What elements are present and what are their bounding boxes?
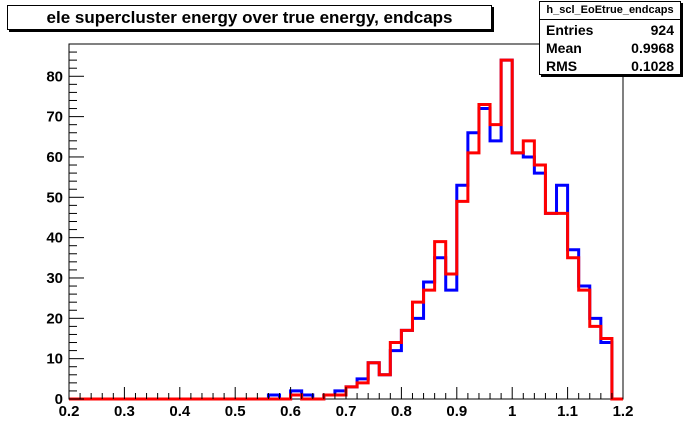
- y-tick-label: 60: [46, 149, 63, 166]
- histogram-series-2: [69, 58, 623, 401]
- stats-histogram-name: h_scl_EoEtrue_endcaps: [540, 2, 680, 20]
- stats-value: 924: [650, 22, 674, 38]
- x-tick-label: 1.2: [613, 403, 634, 420]
- x-tick-label: 1: [508, 403, 516, 420]
- stats-row-rms: RMS 0.1028: [540, 57, 680, 75]
- y-tick-label: 20: [46, 310, 63, 327]
- stats-row-entries: Entries 924: [540, 21, 680, 39]
- x-tick-label: 0.2: [59, 403, 80, 420]
- plot-frame: [68, 43, 624, 400]
- y-tick-label: 50: [46, 189, 63, 206]
- x-tick-label: 0.3: [114, 403, 135, 420]
- stats-label: Entries: [546, 22, 594, 38]
- chart-title: ele supercluster energy over true energy…: [46, 8, 453, 27]
- y-tick-label: 40: [46, 230, 63, 247]
- y-tick-label: 70: [46, 109, 63, 126]
- title-box: ele supercluster energy over true energy…: [7, 5, 492, 30]
- x-tick-label: 1.1: [557, 403, 578, 420]
- x-tick-label: 0.4: [169, 403, 191, 420]
- y-tick-label: 0: [55, 391, 63, 408]
- y-tick-label: 30: [46, 270, 63, 287]
- stats-box: h_scl_EoEtrue_endcaps Entries 924 Mean 0…: [539, 1, 681, 75]
- stats-row-mean: Mean 0.9968: [540, 39, 680, 57]
- stats-label: RMS: [546, 58, 578, 74]
- y-tick-label: 80: [46, 68, 63, 85]
- x-tick-label: 0.6: [280, 403, 301, 420]
- stats-value: 0.1028: [631, 58, 674, 74]
- stats-value: 0.9968: [631, 40, 674, 56]
- stats-label: Mean: [546, 40, 582, 56]
- x-tick-label: 0.7: [336, 403, 357, 420]
- x-tick-label: 0.9: [446, 403, 467, 420]
- y-tick-label: 10: [46, 351, 63, 368]
- x-tick-label: 0.8: [391, 403, 412, 420]
- x-tick-label: 0.5: [225, 403, 246, 420]
